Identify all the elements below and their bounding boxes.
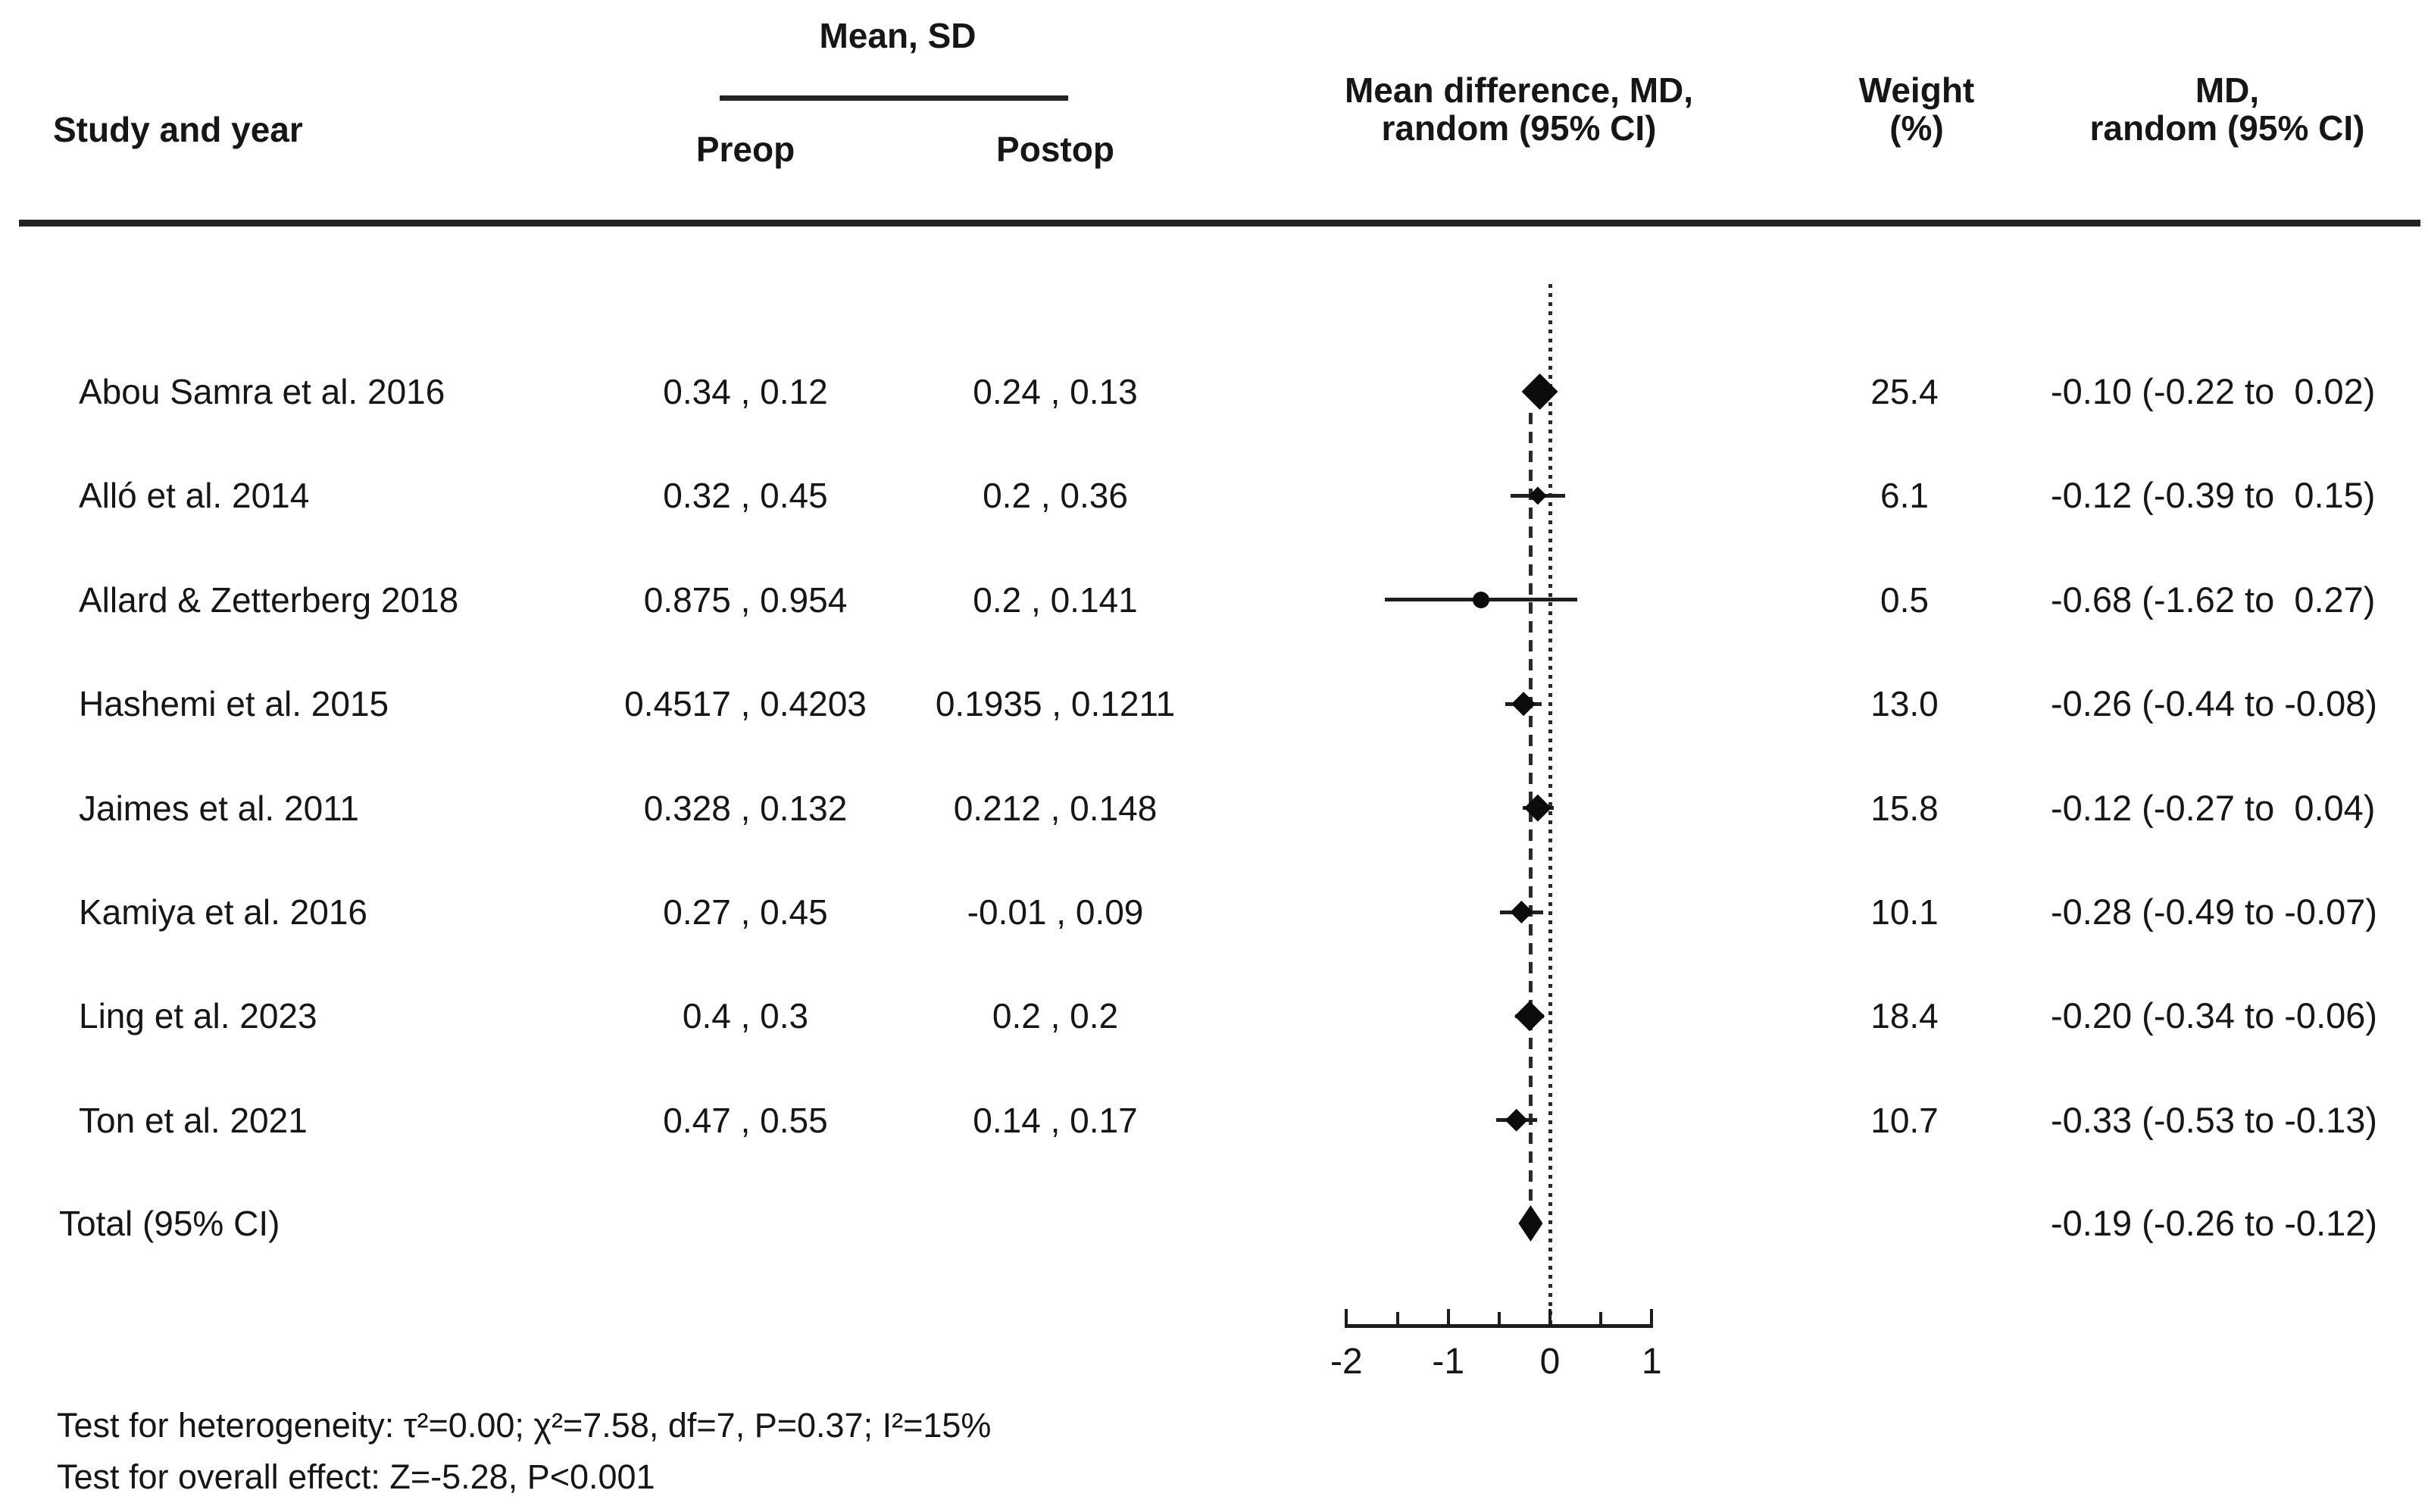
preop-mean-sd: 0.4517 , 0.4203 <box>624 684 867 724</box>
column-header-study: Study and year <box>53 110 303 149</box>
study-label: Ton et al. 2021 <box>79 1100 308 1140</box>
md-ci-text: -0.10 (-0.22 to 0.02) <box>2051 371 2376 411</box>
column-header-weight-line2: (%) <box>1889 108 1944 148</box>
x-axis-minor-tick <box>1497 1312 1501 1324</box>
x-axis-major-tick <box>1548 1309 1551 1324</box>
column-header-mean-sd: Mean, SD <box>819 16 977 55</box>
x-axis-tick-label: 0 <box>1539 1342 1561 1382</box>
md-ci-text: -0.26 (-0.44 to -0.08) <box>2051 683 2378 724</box>
column-header-md-text: MD, random (95% CI) <box>2090 71 2365 147</box>
study-label: Jaimes et al. 2011 <box>79 788 359 828</box>
md-ci-text: -0.20 (-0.34 to -0.06) <box>2051 995 2378 1036</box>
x-axis-line <box>1345 1324 1654 1328</box>
column-header-md-text-line1: MD, <box>2195 70 2260 110</box>
postop-mean-sd: 0.24 , 0.13 <box>973 372 1138 411</box>
point-estimate-diamond <box>1505 1108 1528 1132</box>
weight-value: 18.4 <box>1870 996 1939 1036</box>
postop-mean-sd: 0.2 , 0.36 <box>983 476 1128 516</box>
md-ci-text: -0.28 (-0.49 to -0.07) <box>2051 892 2378 932</box>
study-label: Abou Samra et al. 2016 <box>79 372 445 411</box>
column-header-weight: Weight (%) <box>1859 71 1974 147</box>
weight-value: 13.0 <box>1870 684 1939 724</box>
column-header-weight-line1: Weight <box>1858 70 1975 110</box>
weight-value: 15.8 <box>1870 788 1939 828</box>
zero-effect-line <box>1548 284 1552 1326</box>
preop-mean-sd: 0.27 , 0.45 <box>663 892 828 932</box>
weight-value: 0.5 <box>1880 579 1929 620</box>
postop-mean-sd: -0.01 , 0.09 <box>967 892 1144 932</box>
x-axis-tick-label: -1 <box>1432 1342 1465 1382</box>
postop-mean-sd: 0.1935 , 0.1211 <box>935 684 1176 724</box>
mean-sd-underline <box>720 95 1068 101</box>
preop-mean-sd: 0.34 , 0.12 <box>663 372 828 411</box>
preop-mean-sd: 0.47 , 0.55 <box>663 1100 828 1140</box>
weight-value: 10.1 <box>1870 892 1939 932</box>
md-ci-text: -0.68 (-1.62 to 0.27) <box>2051 579 2376 620</box>
x-axis-minor-tick <box>1599 1312 1603 1324</box>
point-estimate-diamond <box>1521 373 1558 410</box>
study-label: Kamiya et al. 2016 <box>79 892 368 932</box>
preop-mean-sd: 0.4 , 0.3 <box>682 996 809 1036</box>
md-ci-text: -0.33 (-0.53 to -0.13) <box>2051 1099 2378 1140</box>
overall-effect-test-text: Test for overall effect: Z=-5.28, P<0.00… <box>57 1457 655 1496</box>
md-ci-text: -0.12 (-0.39 to 0.15) <box>2051 475 2376 516</box>
heterogeneity-test-text: Test for heterogeneity: τ²=0.00; χ²=7.58… <box>57 1406 992 1445</box>
point-estimate-diamond <box>1514 1001 1545 1032</box>
preop-mean-sd: 0.875 , 0.954 <box>643 579 848 620</box>
column-header-postop: Postop <box>996 130 1114 169</box>
pooled-diamond <box>1518 1205 1543 1242</box>
x-axis-major-tick <box>1446 1309 1450 1324</box>
preop-mean-sd: 0.328 , 0.132 <box>643 788 848 828</box>
weight-value: 6.1 <box>1880 476 1929 516</box>
column-header-md-text-line2: random (95% CI) <box>2089 108 2365 148</box>
x-axis-tick-label: 1 <box>1641 1342 1662 1382</box>
postop-mean-sd: 0.2 , 0.2 <box>992 996 1119 1036</box>
point-estimate-circle <box>1472 591 1489 608</box>
column-header-md-plot-line2: random (95% CI) <box>1381 108 1657 148</box>
x-axis-tick-label: -2 <box>1330 1342 1363 1382</box>
column-header-md-plot-line1: Mean difference, MD, <box>1344 70 1694 110</box>
total-label: Total (95% CI) <box>59 1204 280 1243</box>
md-ci-text: -0.12 (-0.27 to 0.04) <box>2051 787 2376 828</box>
postop-mean-sd: 0.212 , 0.148 <box>953 788 1158 828</box>
x-axis-major-tick <box>1650 1309 1654 1324</box>
column-header-preop: Preop <box>695 130 795 169</box>
weight-value: 25.4 <box>1870 372 1939 411</box>
study-label: Allard & Zetterberg 2018 <box>79 579 459 620</box>
postop-mean-sd: 0.14 , 0.17 <box>973 1100 1138 1140</box>
x-axis-major-tick <box>1345 1309 1348 1324</box>
study-label: Hashemi et al. 2015 <box>79 684 389 724</box>
total-md-ci-text: -0.19 (-0.26 to -0.12) <box>2051 1203 2378 1243</box>
study-label: Alló et al. 2014 <box>79 476 310 516</box>
postop-mean-sd: 0.2 , 0.141 <box>973 579 1138 620</box>
x-axis-minor-tick <box>1395 1312 1399 1324</box>
preop-mean-sd: 0.32 , 0.45 <box>663 476 828 516</box>
column-header-md-plot: Mean difference, MD, random (95% CI) <box>1345 71 1693 147</box>
study-label: Ling et al. 2023 <box>79 996 317 1036</box>
weight-value: 10.7 <box>1870 1100 1939 1140</box>
header-rule <box>19 220 2420 226</box>
